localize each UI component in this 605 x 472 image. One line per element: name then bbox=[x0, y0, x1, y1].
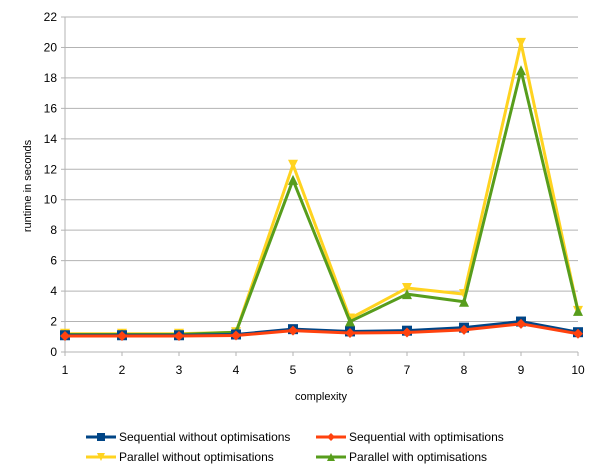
x-tick-label: 4 bbox=[233, 363, 240, 377]
y-axis-ticks: 0 2 4 6 8 10 12 14 16 18 20 22 bbox=[44, 10, 58, 359]
grid-lines bbox=[65, 16, 578, 323]
y-tick-label: 14 bbox=[44, 132, 58, 146]
y-tick-label: 6 bbox=[50, 254, 57, 268]
legend-swatch-marker bbox=[327, 453, 335, 461]
data-point bbox=[345, 316, 355, 327]
x-tick-label: 2 bbox=[119, 363, 126, 377]
legend-label: Sequential without optimisations bbox=[119, 430, 290, 444]
series-1 bbox=[60, 318, 583, 342]
y-tick-label: 20 bbox=[44, 40, 58, 54]
x-axis-title: complexity bbox=[295, 391, 347, 403]
legend-item: Sequential without optimisations bbox=[86, 430, 290, 444]
y-tick-label: 12 bbox=[44, 162, 58, 176]
data-point bbox=[573, 305, 583, 316]
series-lines bbox=[60, 37, 583, 342]
data-point bbox=[231, 330, 241, 341]
data-point bbox=[288, 159, 298, 170]
y-tick-label: 18 bbox=[44, 71, 58, 85]
data-point bbox=[345, 327, 355, 338]
x-tick-label: 7 bbox=[404, 363, 411, 377]
legend-item: Sequential with optimisations bbox=[316, 430, 504, 444]
x-tick-label: 1 bbox=[62, 363, 69, 377]
series-line bbox=[65, 322, 579, 338]
series-line bbox=[65, 41, 580, 336]
y-tick-label: 4 bbox=[50, 284, 57, 298]
y-tick-label: 16 bbox=[44, 101, 58, 115]
x-tick-label: 3 bbox=[176, 363, 183, 377]
data-point bbox=[573, 328, 583, 339]
legend-label: Parallel without optimisations bbox=[119, 450, 274, 464]
data-point bbox=[516, 37, 526, 48]
x-tick-label: 10 bbox=[571, 363, 585, 377]
y-tick-label: 2 bbox=[50, 315, 57, 329]
x-tick-label: 5 bbox=[290, 363, 297, 377]
legend-swatch-marker bbox=[97, 453, 105, 461]
legend-item: Parallel with optimisations bbox=[316, 450, 487, 464]
x-tick-label: 6 bbox=[347, 363, 354, 377]
y-tick-label: 10 bbox=[44, 193, 58, 207]
legend-label: Parallel with optimisations bbox=[349, 450, 487, 464]
axes bbox=[61, 16, 579, 356]
x-tick-label: 9 bbox=[518, 363, 525, 377]
legend: Sequential without optimisations Sequenti… bbox=[86, 430, 504, 464]
x-tick-label: 8 bbox=[461, 363, 468, 377]
x-axis-ticks: 1 2 3 4 5 6 7 8 9 10 bbox=[62, 363, 585, 377]
data-point bbox=[60, 331, 70, 342]
data-point bbox=[516, 318, 526, 329]
legend-label: Sequential with optimisations bbox=[349, 430, 504, 444]
legend-swatch-marker bbox=[97, 433, 105, 441]
data-point bbox=[402, 289, 412, 300]
data-point bbox=[117, 331, 127, 342]
legend-item: Parallel without optimisations bbox=[86, 450, 274, 464]
data-point bbox=[516, 65, 526, 76]
y-tick-label: 22 bbox=[44, 10, 58, 24]
y-tick-label: 0 bbox=[50, 345, 57, 359]
series-2 bbox=[60, 37, 583, 339]
data-point bbox=[459, 296, 469, 307]
data-point bbox=[288, 325, 298, 336]
data-point bbox=[402, 283, 412, 294]
series-3 bbox=[60, 65, 583, 340]
series-line bbox=[65, 68, 580, 336]
y-axis-title: runtime in seconds bbox=[22, 139, 34, 232]
data-point bbox=[402, 327, 412, 338]
data-point bbox=[174, 331, 184, 342]
data-point bbox=[288, 174, 298, 185]
y-tick-label: 8 bbox=[50, 223, 57, 237]
data-point bbox=[459, 324, 469, 335]
legend-swatch-marker bbox=[327, 433, 335, 441]
